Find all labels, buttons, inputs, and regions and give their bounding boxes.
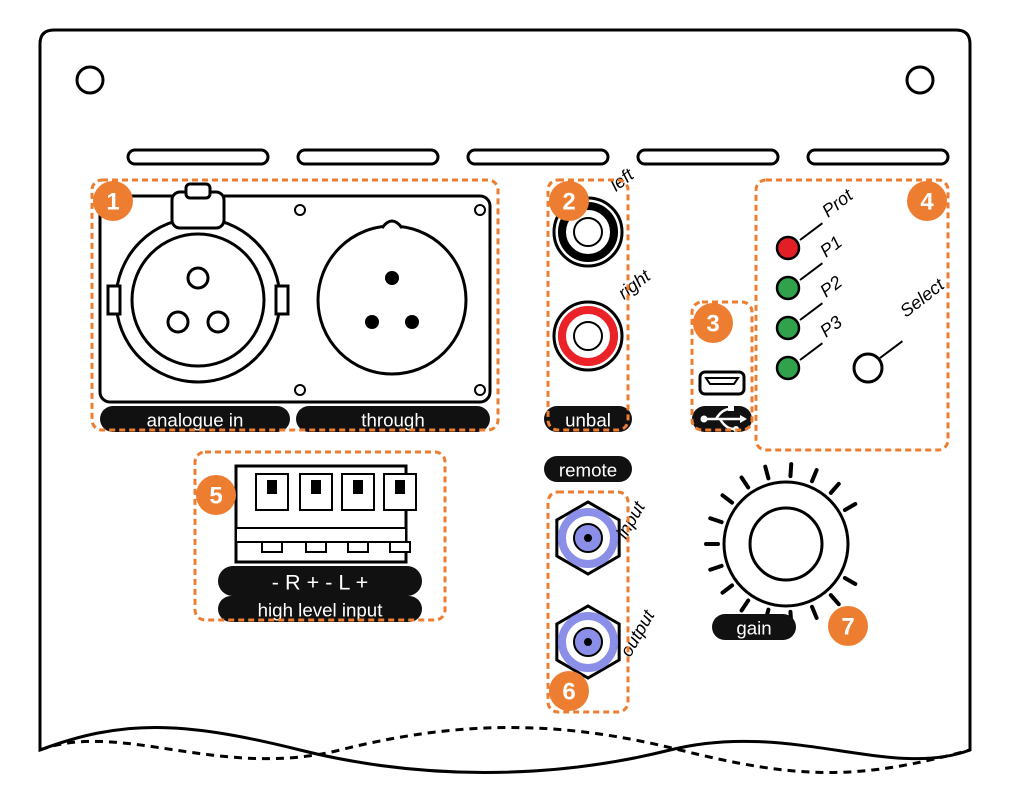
vent-slot [128,150,268,164]
usb-port[interactable] [700,372,744,394]
svg-text:4: 4 [920,189,934,216]
pill-unbal: unbal [544,406,632,432]
svg-text:1: 1 [106,189,119,216]
pill-through: through [296,406,490,432]
pill-gain-label: gain [736,618,771,639]
pill-rl_marks-label: - R + - L + [272,570,368,595]
pill-high_level: high level input [218,596,422,622]
pill-unbal-label: unbal [565,410,611,431]
pill-through-label: through [361,410,424,431]
pill-analogue_in-label: analogue in [147,410,244,431]
vent-slot [468,150,608,164]
vent-slot [638,150,778,164]
panel-screw [77,67,103,93]
pill-gain: gain [712,614,796,640]
pill-remote-label: remote [559,460,617,481]
pill-analogue_in: analogue in [100,406,290,432]
svg-text:2: 2 [562,189,575,216]
pill-high_level-label: high level input [258,600,384,621]
high-level-terminal[interactable] [236,466,416,562]
svg-text:7: 7 [841,614,854,641]
pill-usb [692,405,752,432]
vent-slot [808,150,948,164]
vent-slot [298,150,438,164]
pill-remote: remote [544,456,632,482]
xlr-section [100,184,490,402]
xlr-male[interactable] [318,226,466,374]
pill-rl_marks: - R + - L + [218,566,422,596]
callout-7: 7 [828,606,868,646]
rca-right[interactable] [554,302,622,370]
svg-text:3: 3 [706,311,719,338]
svg-text:6: 6 [562,679,575,706]
svg-text:5: 5 [209,483,222,510]
panel-screw [907,67,933,93]
